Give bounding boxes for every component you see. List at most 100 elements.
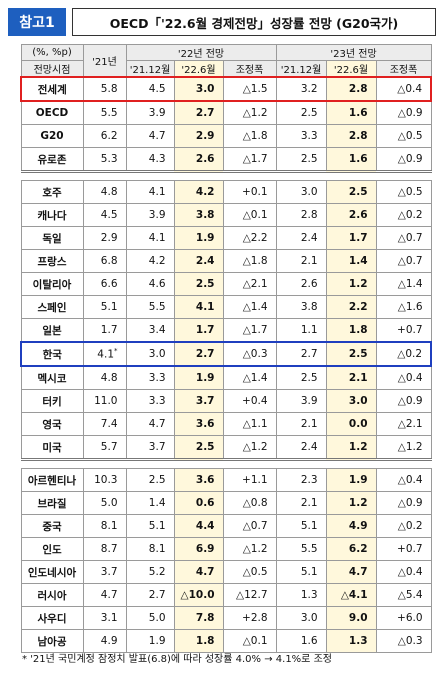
value: 4.1: [148, 232, 166, 244]
footnote-mark: *: [22, 654, 27, 665]
value-cell: 0.0: [325, 412, 377, 436]
value-cell: 6.8: [82, 249, 127, 273]
value-cell: 1.9: [173, 365, 224, 390]
value-cell: △0.4: [375, 468, 432, 492]
value-cell: 9.0: [325, 606, 377, 630]
note-mark: *: [114, 347, 118, 356]
header-row: 전망시점 '21.12월 '22.6월 조정폭 '21.12월 '22.6월 조정폭: [20, 60, 432, 78]
value: 2.5: [300, 107, 318, 119]
value: 2.5: [195, 278, 215, 290]
value-cell: 3.6: [173, 468, 224, 492]
data-row: 일본 1.7 3.4 1.7 △1.7 1.1 1.8 +0.7: [20, 318, 432, 343]
value-cell: 2.5: [173, 435, 224, 460]
value: 2.7: [195, 348, 215, 360]
value-cell: 4.9: [325, 514, 377, 538]
value: 6.6: [100, 278, 118, 290]
value-cell: 5.0: [125, 606, 175, 630]
column-header: '22.6월: [325, 60, 377, 78]
value-cell: 1.1: [275, 318, 327, 343]
country-name: 한국: [20, 341, 84, 367]
value-cell: 3.7: [125, 435, 175, 460]
unit-label: (%, %p): [20, 44, 84, 61]
value: 5.5: [100, 107, 118, 119]
value-cell: 4.4: [173, 514, 224, 538]
value: 3.9: [148, 209, 166, 221]
value-cell: 3.0: [275, 606, 327, 630]
value-cell: △0.4: [375, 76, 433, 102]
value: △0.4: [397, 372, 423, 384]
value-cell: 1.2: [325, 491, 377, 515]
value: △10.0: [180, 589, 215, 601]
value: △0.8: [242, 497, 268, 509]
country-name: 남아공: [20, 629, 84, 653]
value-cell: 1.8: [173, 629, 224, 653]
value-cell: △1.4: [222, 295, 277, 319]
value: 5.5: [148, 301, 166, 313]
gap-cell: [21, 170, 432, 181]
value: 1.1: [300, 324, 318, 336]
value: 3.3: [148, 395, 166, 407]
value: 0.6: [195, 497, 215, 509]
value-cell: 3.8: [275, 295, 327, 319]
data-row: 독일 2.9 4.1 1.9 △2.2 2.4 1.7 △0.7: [20, 226, 432, 250]
value: 3.8: [300, 301, 318, 313]
data-row: 중국 8.1 5.1 4.4 △0.7 5.1 4.9 △0.2: [20, 514, 432, 538]
value-cell: 3.4: [125, 318, 175, 343]
value-cell: 2.3: [275, 468, 327, 492]
country-name: 스페인: [20, 295, 84, 319]
value: 2.6: [348, 209, 368, 221]
header-row: (%, %p) '21년 '22년 전망 '23년 전망: [20, 44, 432, 78]
value-cell: 3.9: [275, 389, 327, 413]
value-cell: 5.1: [82, 295, 127, 319]
value-cell: 4.3: [125, 147, 175, 172]
value-cell: 3.3: [275, 124, 327, 148]
value-cell: 1.9: [173, 226, 224, 250]
value-cell: 4.1: [125, 226, 175, 250]
value-cell: 2.8: [275, 203, 327, 227]
value-cell: △0.9: [375, 147, 432, 172]
value-cell: 7.8: [173, 606, 224, 630]
value: 1.7: [348, 232, 368, 244]
value: 1.4: [148, 497, 166, 509]
value-cell: 1.7: [325, 226, 377, 250]
value-cell: 2.7: [173, 100, 224, 125]
value: 2.5: [195, 441, 215, 453]
value: △1.7: [242, 324, 268, 336]
value-cell: 2.6: [275, 272, 327, 296]
value: 4.6: [148, 278, 166, 290]
value-cell: 7.4: [82, 412, 127, 436]
data-row: 인도 8.7 8.1 6.9 △1.2 5.5 6.2 +0.7: [20, 537, 432, 561]
value: 3.2: [300, 83, 318, 95]
value-cell: 3.3: [125, 389, 175, 413]
value: 8.1: [148, 543, 166, 555]
value: 2.5: [148, 474, 166, 486]
value: 3.9: [300, 395, 318, 407]
value: △0.7: [397, 255, 423, 267]
value-cell: △0.5: [375, 180, 432, 204]
country-name: 브라질: [20, 491, 84, 515]
country-name: 전세계: [20, 76, 84, 102]
value: △1.4: [397, 278, 423, 290]
column-header: 조정폭: [222, 60, 277, 78]
value: +0.4: [242, 395, 268, 407]
value: 2.9: [195, 130, 215, 142]
data-row: 미국 5.7 3.7 2.5 △1.2 2.4 1.2 △1.2: [20, 435, 432, 460]
footnote: * '21년 국민계정 잠정치 발표(6.8)에 따라 성장률 4.0% → 4…: [22, 650, 332, 665]
value: 3.9: [148, 107, 166, 119]
value: 1.9: [148, 635, 166, 647]
value: 1.9: [348, 474, 368, 486]
value-cell: 3.6: [173, 412, 224, 436]
value-cell: △1.2: [222, 435, 277, 460]
value: 3.0: [348, 395, 368, 407]
value: 2.6: [300, 278, 318, 290]
value-cell: 6.6: [82, 272, 127, 296]
value: 6.8: [100, 255, 118, 267]
country-name: 호주: [20, 180, 84, 204]
value: 5.0: [100, 497, 118, 509]
value-cell: 3.7: [173, 389, 224, 413]
value: 4.3: [148, 153, 166, 165]
data-row: 사우디 3.1 5.0 7.8 +2.8 3.0 9.0 +6.0: [20, 606, 432, 630]
value: 3.6: [195, 418, 215, 430]
value: △0.1: [242, 209, 268, 221]
value-cell: △0.4: [375, 560, 432, 584]
